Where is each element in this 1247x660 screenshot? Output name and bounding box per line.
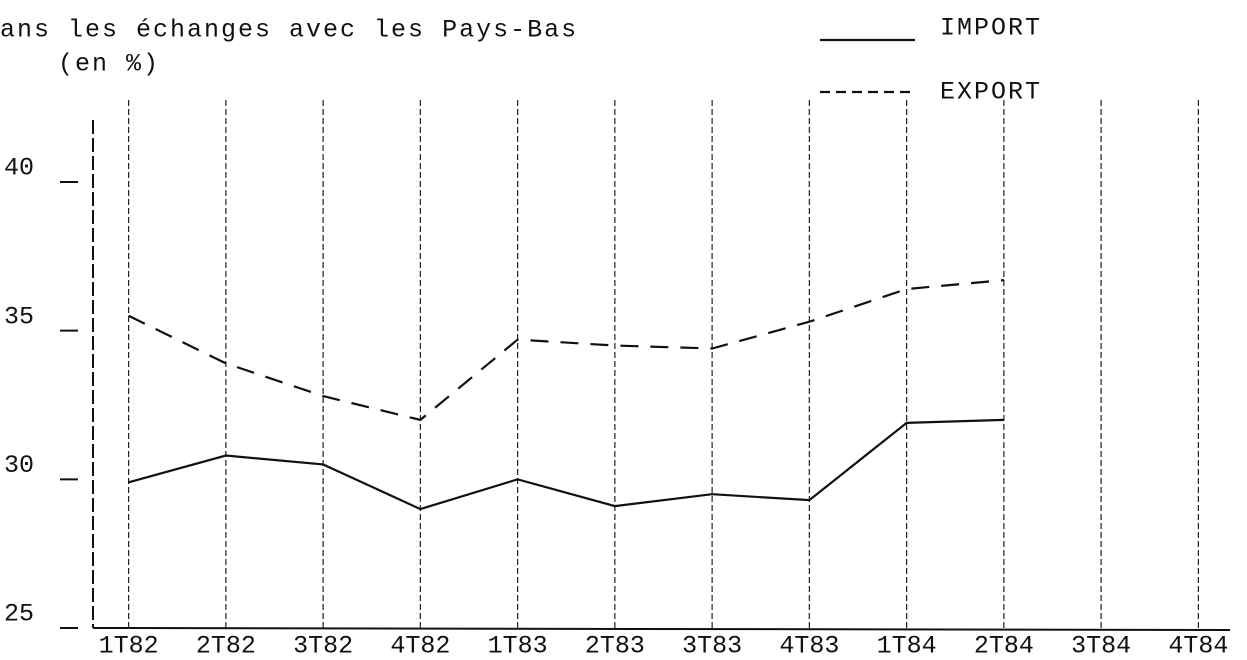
y-tick-label: 30 (4, 451, 34, 480)
x-tick-label: 3T82 (293, 632, 353, 660)
x-tick-label: 4T83 (779, 632, 839, 660)
legend-label: IMPORT (940, 14, 1042, 43)
x-tick-label: 1T83 (488, 632, 548, 660)
x-tick-label: 2T82 (196, 632, 256, 660)
legend-label: EXPORT (940, 78, 1042, 107)
x-tick-label: 1T84 (877, 632, 937, 660)
x-axis (92, 627, 1231, 631)
x-tick-label: 3T83 (682, 632, 742, 660)
x-tick-label: 4T84 (1168, 632, 1228, 660)
x-tick-label: 1T82 (99, 632, 159, 660)
y-tick-label: 35 (4, 302, 34, 331)
data-line (128, 279, 1004, 422)
y-tick-label: 40 (4, 154, 34, 183)
y-tick-label: 25 (4, 600, 34, 629)
x-tick-label: 2T84 (974, 632, 1034, 660)
data-line (128, 418, 1004, 511)
chart-subtitle: (en %) (58, 50, 160, 79)
x-tick-label: 2T83 (585, 632, 645, 660)
chart-title: ans les échanges avec les Pays-Bas (0, 16, 578, 45)
x-tick-label: 3T84 (1071, 632, 1131, 660)
x-tick-label: 4T82 (390, 632, 450, 660)
